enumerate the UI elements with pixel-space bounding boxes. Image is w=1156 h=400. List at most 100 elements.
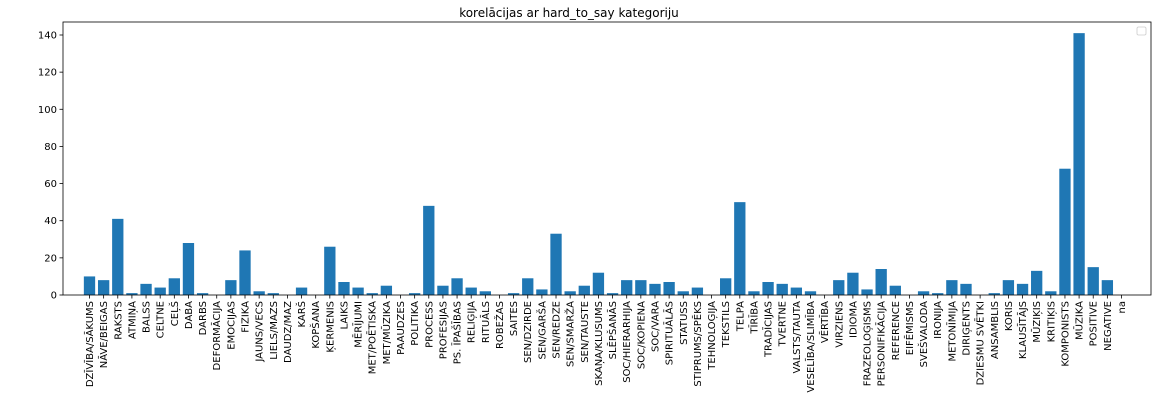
bar <box>225 280 237 295</box>
x-tick-label: KRITIĶIS <box>1046 301 1057 342</box>
x-tick-label: SPIRITUĀLĀS <box>663 301 676 365</box>
x-tick-label: SEN/TAUSTE <box>580 301 591 363</box>
x-tick-label: SLĒPŠANĀS <box>606 301 619 359</box>
x-tick-label: DEFORMĀCIJA <box>210 301 223 371</box>
bar <box>295 287 308 295</box>
x-tick-label: CELTNE <box>156 301 167 338</box>
x-tick-label: CEĻŠ <box>168 301 181 326</box>
bar <box>112 218 124 295</box>
x-tick-label: PROFESIJAS <box>438 301 449 359</box>
bar <box>875 269 887 295</box>
bar <box>847 272 859 295</box>
bar <box>1002 280 1015 295</box>
bar <box>861 289 873 295</box>
x-tick-label: PAAUDZES <box>396 301 407 355</box>
bar <box>790 287 803 295</box>
x-tick-label: DARBS <box>198 301 209 335</box>
x-tick-label: DIRIĢENTS <box>961 301 972 356</box>
bar <box>621 280 633 295</box>
x-tick-label: VALSTS/TAUTA <box>792 301 803 374</box>
bar <box>338 282 350 295</box>
bar <box>804 291 817 295</box>
bar <box>677 291 689 295</box>
x-tick-label: SEN/GARŠA <box>535 301 548 360</box>
x-tick-label: VĒRTĪBA <box>818 301 831 343</box>
x-tick-label: VESELĪBA/SLIMĪBA <box>804 301 817 393</box>
y-tick-label: 60 <box>44 179 57 190</box>
bar <box>564 291 576 295</box>
x-tick-label: IDIOMA <box>848 301 859 338</box>
x-tick-label: METONĪMIJA <box>945 301 958 362</box>
x-tick-label: na <box>1117 301 1128 313</box>
y-tick-label: 40 <box>44 216 57 227</box>
x-tick-label: KOPŠANA <box>309 301 322 349</box>
bar <box>606 293 619 295</box>
x-tick-label: MET/MŪZIKA <box>380 301 393 365</box>
bar <box>196 293 209 295</box>
bar <box>352 287 364 295</box>
bar <box>507 293 520 295</box>
y-tick-label: 100 <box>38 105 57 116</box>
x-tick-label: MŪZIKA <box>1073 301 1086 340</box>
x-tick-label: DZIESMU SVĒTKI <box>974 301 987 385</box>
bar <box>154 287 166 295</box>
y-tick-label: 120 <box>38 68 57 79</box>
x-tick-label: TELPA <box>735 301 746 332</box>
x-tick-label: SOC/VARA <box>650 301 661 352</box>
bar <box>168 278 180 295</box>
x-tick-label: JAUNS/VECS <box>255 301 266 363</box>
x-tick-label: TĪRĪBA <box>747 301 760 335</box>
chart-title: korelācijas ar hard_to_say kategoriju <box>459 6 679 20</box>
x-tick-label: NEGATIVE <box>1103 301 1114 351</box>
bar <box>748 291 760 295</box>
x-tick-label: POLITIKA <box>410 301 421 346</box>
bar <box>592 272 605 295</box>
bar <box>437 285 449 295</box>
bar <box>465 287 477 295</box>
bar <box>253 291 265 295</box>
bar <box>578 285 590 295</box>
x-tick-label: DAUDZ/MAZ <box>283 301 294 363</box>
bar <box>932 293 944 295</box>
x-tick-label: KARŠ <box>295 301 308 328</box>
x-tick-label: LIELS/MAZS <box>269 301 280 360</box>
x-tick-label: TEKSTILS <box>721 301 732 348</box>
bar <box>423 205 435 295</box>
x-tick-label: SAITES <box>509 301 520 336</box>
x-tick-label: FIZIKA <box>241 301 252 333</box>
x-tick-label: SVEŠVALODA <box>917 301 930 368</box>
bar <box>408 293 421 295</box>
bar <box>126 293 138 295</box>
bar <box>550 233 562 295</box>
x-tick-label: EIFĒMISMS <box>903 301 916 355</box>
bar <box>833 280 845 295</box>
bar <box>889 285 901 295</box>
x-tick-label: MŪZIĶIS <box>1030 301 1043 343</box>
bar <box>762 282 774 295</box>
bar <box>366 293 378 295</box>
bar <box>1045 291 1057 295</box>
y-tick-label: 20 <box>44 253 57 264</box>
bar <box>720 278 732 295</box>
bar <box>522 278 534 295</box>
x-tick-label: REFERENCE <box>891 301 902 360</box>
y-tick-label: 140 <box>38 31 57 42</box>
x-tick-label: SEN/REDZE <box>552 301 563 359</box>
x-tick-label: SEN/DZIRDE <box>523 301 534 363</box>
bar <box>917 291 930 295</box>
y-axis: 0 20 40 60 80 100 120 140 <box>38 31 63 302</box>
bar <box>691 287 704 295</box>
x-tick-label: KOMPONISTS <box>1060 301 1071 367</box>
bar <box>451 278 463 295</box>
x-tick-label: VIRZIENS <box>834 301 845 348</box>
x-tick-label: DABA <box>184 301 195 329</box>
x-tick-label: MĒRĪJUMI <box>352 301 365 348</box>
x-tick-label: STATUSS <box>679 301 690 345</box>
plot-frame <box>62 21 1152 296</box>
x-tick-label: PROCESS <box>424 301 435 348</box>
x-tick-label: SOC/HIERARHIJA <box>622 301 633 383</box>
bar <box>140 283 152 295</box>
bar <box>1059 168 1071 295</box>
bar <box>239 250 251 295</box>
